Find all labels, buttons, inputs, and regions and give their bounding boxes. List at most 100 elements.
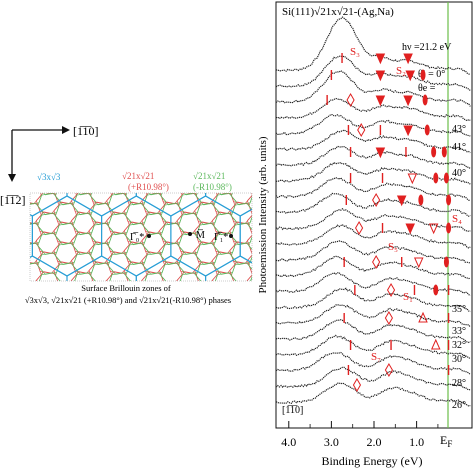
red-zone-116	[247, 292, 270, 314]
red-zone-163	[177, 351, 200, 373]
marker-ellipse-20	[431, 146, 437, 158]
legend-red-line2: (+R10.98°)	[128, 182, 169, 192]
marker-diamond-43	[386, 283, 396, 297]
red-zone-154	[19, 341, 42, 363]
green-zone-133	[249, 312, 272, 334]
blue-zone-6	[30, 213, 33, 259]
red-zone-165	[212, 351, 235, 373]
green-zone-68	[3, 253, 26, 275]
marker-diamond-13	[357, 123, 366, 137]
green-zone-49	[267, 203, 290, 225]
red-zone-20	[54, 193, 77, 205]
feature-markers	[326, 53, 452, 392]
red-zone-39	[88, 201, 113, 225]
green-zone-140	[73, 332, 96, 354]
red-zone-94	[159, 261, 183, 281]
spectrum-21	[275, 382, 471, 407]
blue-zone-15	[205, 255, 252, 281]
red-zone-127	[142, 311, 165, 333]
marker-triangle-35	[428, 223, 439, 235]
red-zone-50	[283, 212, 306, 234]
caption-line1: Surface Brillouin zones of	[81, 283, 171, 293]
angle-label-6: 30°	[452, 354, 466, 365]
red-zone-118	[283, 292, 306, 314]
green-zone-168	[267, 342, 290, 364]
red-zone-147	[195, 321, 218, 343]
marker-triangle-5	[405, 70, 415, 82]
red-zone-51	[1, 232, 24, 254]
arpes-chart: Si(111)√21x√21-(Ag,Na) hν =21.2 eV θi = …	[257, 1, 473, 468]
marker-triangle-24	[407, 173, 418, 185]
marker-triangle-1	[375, 53, 386, 65]
y-arrow-head-icon	[8, 174, 16, 182]
marker-ellipse-21	[441, 146, 447, 158]
angle-label-1: 41°	[452, 142, 466, 153]
legend-blue: √3x√3	[37, 172, 61, 182]
green-zone-100	[267, 263, 290, 285]
chart-title: Si(111)√21x√21-(Ag,Na)	[282, 6, 394, 18]
x-tick-label-0: 4.0	[281, 435, 296, 449]
marker-diamond-38	[372, 255, 381, 269]
red-zone-16	[283, 172, 306, 194]
spectrum-7	[276, 161, 471, 185]
green-zone-137	[20, 322, 43, 344]
state-label-3: S₅	[388, 241, 398, 253]
angle-label-0: 43°	[452, 124, 466, 135]
green-zone-117	[267, 283, 290, 305]
green-zone-163	[179, 352, 202, 374]
green-zone-128	[161, 303, 184, 325]
marker-ellipse-16	[424, 124, 430, 136]
green-zone-89	[74, 272, 96, 281]
green-zone-13	[231, 163, 254, 185]
green-zone-118	[284, 293, 307, 315]
state-label-0: S₃	[350, 46, 360, 58]
spectrum-20	[275, 366, 471, 391]
green-zone-153	[3, 352, 26, 374]
red-zone-132	[230, 302, 253, 324]
red-zone-99	[247, 274, 252, 281]
red-zone-31	[247, 194, 252, 213]
gamma1-point	[229, 234, 233, 238]
green-zone-51	[3, 233, 26, 255]
m-point	[188, 232, 192, 236]
red-zone-152	[283, 331, 306, 353]
red-zone-85	[1, 272, 24, 294]
red-zone-79	[194, 241, 218, 264]
theta-i-label: θi = 0°	[418, 69, 445, 80]
spectrum-18	[275, 334, 471, 360]
marker-triangle-9	[375, 95, 386, 107]
y-axis-label: Photoemission Intensity (arb. units)	[257, 136, 269, 293]
green-zone-156	[55, 342, 78, 364]
marker-diamond-28	[372, 193, 381, 207]
green-zone-98	[230, 262, 252, 281]
gamma0-point	[147, 234, 151, 238]
blue-zone-4	[275, 136, 344, 216]
green-zone-131	[214, 312, 237, 334]
legend-green-line1: √21x√21	[193, 171, 225, 181]
red-zone-156	[54, 341, 77, 363]
green-zone-143	[126, 322, 149, 344]
red-zone-102	[1, 292, 24, 314]
marker-diamond-48	[384, 311, 393, 325]
red-zone-67	[283, 232, 306, 254]
marker-triangle-34	[405, 223, 415, 235]
red-zone-167	[247, 351, 270, 373]
red-zone-75	[123, 241, 148, 264]
red-zone-146	[177, 331, 200, 353]
green-zone-155	[38, 352, 61, 374]
green-zone-32	[267, 183, 290, 205]
green-zone-86	[30, 262, 44, 281]
red-zone-90	[88, 261, 113, 281]
marker-ellipse-36	[446, 222, 452, 234]
green-zone-34	[3, 213, 26, 235]
red-zone-145	[160, 321, 183, 343]
green-zone-83	[267, 243, 290, 265]
red-zone-164	[195, 341, 218, 363]
green-zone-161	[143, 352, 166, 374]
legend-green-line2: (-R10.98°)	[193, 182, 232, 192]
green-zone-139	[55, 322, 78, 344]
blue-zone-22	[240, 316, 309, 396]
spectrum-19	[275, 351, 471, 376]
